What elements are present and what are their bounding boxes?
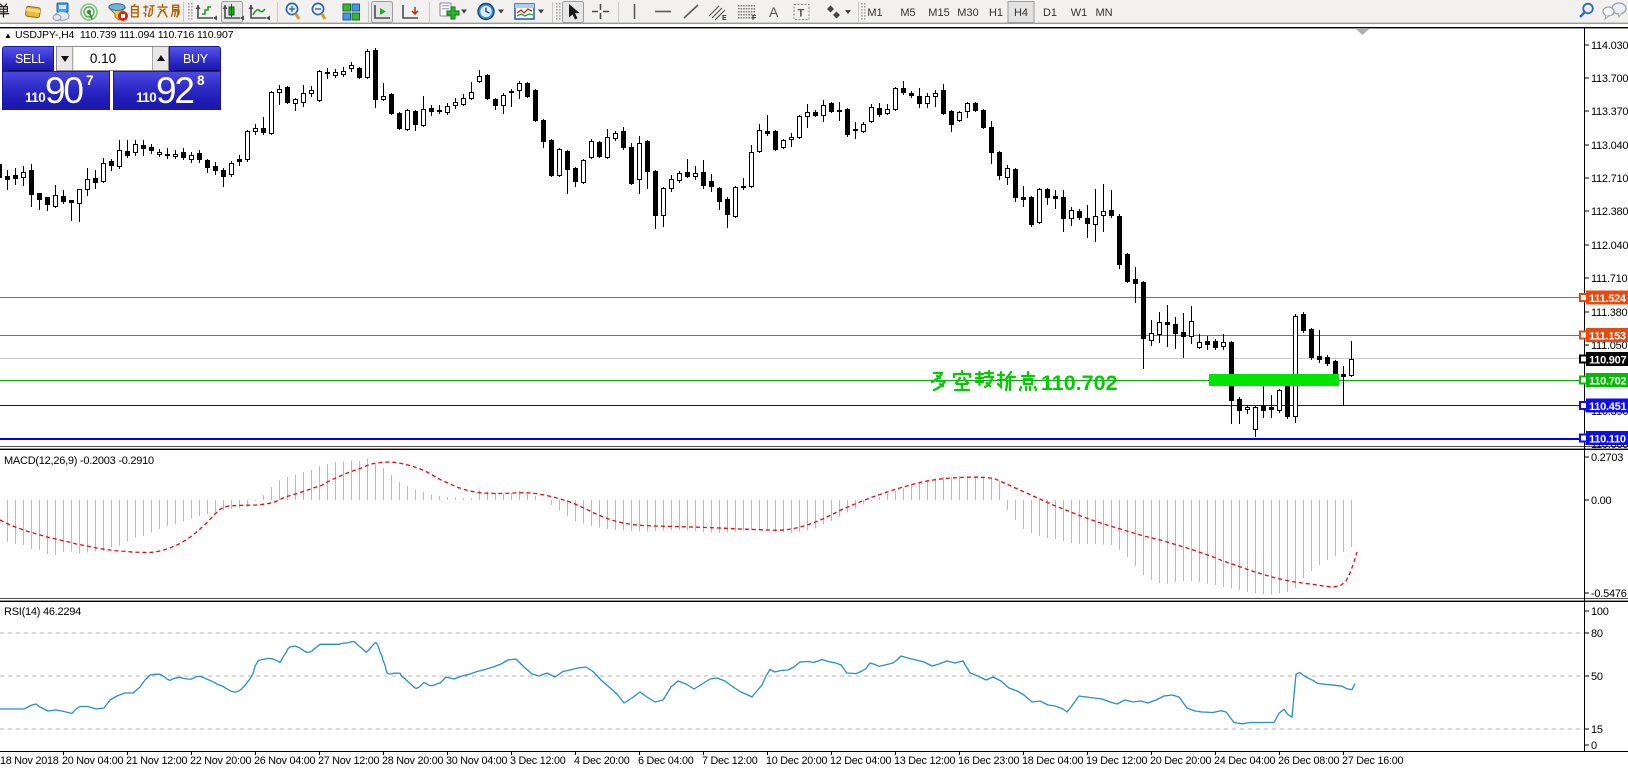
svg-text:28 Nov 20:00: 28 Nov 20:00	[382, 755, 443, 767]
svg-text:111.710: 111.710	[1591, 273, 1628, 285]
svg-text:E: E	[722, 15, 727, 22]
svg-text:MN: MN	[1095, 7, 1112, 19]
svg-text:4 Dec 20:00: 4 Dec 20:00	[574, 755, 630, 767]
svg-text:110.907: 110.907	[1589, 355, 1627, 367]
svg-text:113.040: 113.040	[1591, 140, 1628, 152]
svg-text:50: 50	[1591, 671, 1603, 683]
svg-text:A: A	[769, 4, 779, 20]
svg-text:0: 0	[1591, 740, 1597, 752]
svg-text:13 Dec 12:00: 13 Dec 12:00	[894, 755, 955, 767]
svg-text:M30: M30	[957, 7, 978, 19]
svg-text:24 Dec 04:00: 24 Dec 04:00	[1214, 755, 1275, 767]
svg-text:3 Dec 12:00: 3 Dec 12:00	[510, 755, 566, 767]
svg-text:80: 80	[1591, 628, 1603, 640]
svg-text:18 Nov 2018: 18 Nov 2018	[0, 755, 59, 767]
svg-text:D1: D1	[1043, 7, 1057, 19]
svg-text:16 Dec 23:00: 16 Dec 23:00	[958, 755, 1019, 767]
svg-text:T: T	[798, 8, 805, 20]
svg-text:MACD(12,26,9) -0.2003 -0.2910: MACD(12,26,9) -0.2003 -0.2910	[4, 455, 154, 467]
svg-text:H1: H1	[989, 7, 1003, 19]
svg-text:110.451: 110.451	[1589, 401, 1627, 413]
svg-text:M5: M5	[900, 7, 915, 19]
svg-text:M1: M1	[867, 7, 882, 19]
svg-text:RSI(14) 46.2294: RSI(14) 46.2294	[4, 606, 81, 618]
svg-text:22 Nov 20:00: 22 Nov 20:00	[190, 755, 251, 767]
svg-text:110.702: 110.702	[1589, 376, 1627, 388]
svg-text:F: F	[752, 15, 757, 22]
svg-text:27 Nov 12:00: 27 Nov 12:00	[318, 755, 379, 767]
svg-text:H4: H4	[1014, 7, 1028, 19]
svg-text:10 Dec 20:00: 10 Dec 20:00	[766, 755, 827, 767]
svg-text:21 Nov 12:00: 21 Nov 12:00	[126, 755, 187, 767]
svg-text:26 Dec 08:00: 26 Dec 08:00	[1278, 755, 1339, 767]
svg-text:M15: M15	[928, 7, 949, 19]
svg-text:113.370: 113.370	[1591, 106, 1628, 118]
svg-text:20 Dec 20:00: 20 Dec 20:00	[1150, 755, 1211, 767]
svg-text:110.110: 110.110	[1589, 434, 1626, 446]
svg-text:W1: W1	[1071, 7, 1088, 19]
svg-text:111.524: 111.524	[1589, 293, 1627, 305]
svg-text:6 Dec 04:00: 6 Dec 04:00	[638, 755, 694, 767]
svg-text:7 Dec 12:00: 7 Dec 12:00	[702, 755, 758, 767]
svg-text:111.050: 111.050	[1591, 340, 1628, 352]
svg-text:19 Dec 12:00: 19 Dec 12:00	[1086, 755, 1147, 767]
svg-text:114.030: 114.030	[1591, 40, 1628, 52]
svg-text:-0.5476: -0.5476	[1591, 588, 1627, 600]
svg-text:110.702: 110.702	[1041, 371, 1118, 395]
svg-text:15: 15	[1591, 724, 1603, 736]
svg-text:111.153: 111.153	[1589, 331, 1626, 343]
svg-text:27 Dec 16:00: 27 Dec 16:00	[1342, 755, 1403, 767]
svg-text:113.700: 113.700	[1591, 73, 1628, 85]
svg-text:26 Nov 04:00: 26 Nov 04:00	[254, 755, 315, 767]
svg-text:18 Dec 04:00: 18 Dec 04:00	[1022, 755, 1083, 767]
svg-text:112.710: 112.710	[1591, 173, 1628, 185]
svg-text:112.040: 112.040	[1591, 240, 1628, 252]
svg-text:12 Dec 04:00: 12 Dec 04:00	[830, 755, 891, 767]
svg-text:100: 100	[1591, 606, 1609, 618]
svg-text:0.00: 0.00	[1591, 495, 1612, 507]
svg-text:30 Nov 04:00: 30 Nov 04:00	[446, 755, 507, 767]
svg-text:111.380: 111.380	[1591, 307, 1628, 319]
svg-text:20 Nov 04:00: 20 Nov 04:00	[62, 755, 123, 767]
svg-text:0.2703: 0.2703	[1591, 452, 1623, 464]
svg-text:112.380: 112.380	[1591, 206, 1628, 218]
